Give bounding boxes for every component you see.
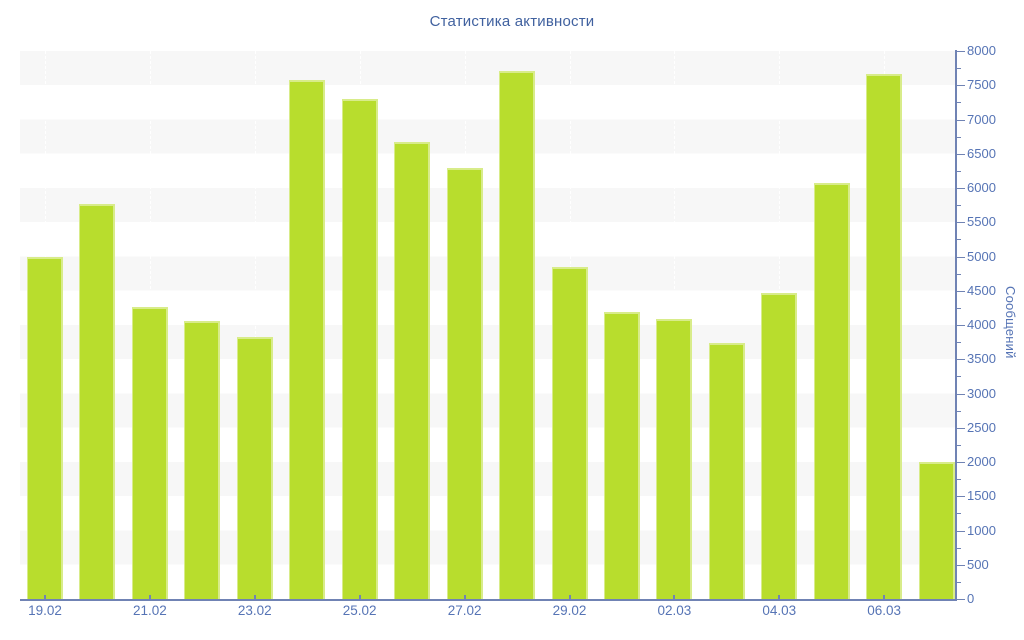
y-axis-minor-tick: [956, 376, 961, 377]
y-axis-major-tick: [956, 222, 965, 223]
y-axis-label: 3500: [967, 351, 996, 366]
x-axis-label: 27.02: [447, 603, 482, 618]
x-axis-tick: [883, 595, 886, 601]
y-axis-minor-tick: [956, 479, 961, 480]
x-axis-label: 29.02: [552, 603, 587, 618]
y-axis-major-tick: [956, 85, 965, 86]
chart-bar: [708, 343, 745, 599]
chart-bar: [184, 320, 221, 599]
y-axis-label: 7500: [967, 77, 996, 92]
y-axis-minor-tick: [956, 411, 961, 412]
chart-bar: [236, 336, 273, 599]
y-axis-major-tick: [956, 291, 965, 292]
chart-bar: [656, 318, 693, 599]
chart-bar: [499, 70, 536, 599]
y-axis-major-tick: [956, 565, 965, 566]
chart-bar: [289, 80, 326, 599]
y-axis-minor-tick: [956, 548, 961, 549]
y-axis-major-tick: [956, 394, 965, 395]
y-axis-major-tick: [956, 599, 965, 600]
y-axis-minor-tick: [956, 68, 961, 69]
y-axis-major-tick: [956, 462, 965, 463]
y-axis-minor-tick: [956, 205, 961, 206]
y-axis-label: 4000: [967, 317, 996, 332]
y-axis-label: 5500: [967, 214, 996, 229]
y-axis-label: 4500: [967, 283, 996, 298]
y-axis-minor-tick: [956, 308, 961, 309]
chart-bar: [761, 292, 798, 599]
y-axis-label: 500: [967, 557, 989, 572]
x-axis-label: 04.03: [762, 603, 797, 618]
y-axis-minor-tick: [956, 274, 961, 275]
chart-title: Статистика активности: [429, 13, 595, 30]
x-axis-tick: [463, 595, 466, 601]
x-axis-label: 02.03: [657, 603, 692, 618]
x-axis-line: [20, 599, 957, 601]
y-axis-major-tick: [956, 154, 965, 155]
y-axis-label: 1000: [967, 523, 996, 538]
y-axis-minor-tick: [956, 239, 961, 240]
y-axis-minor-tick: [956, 171, 961, 172]
y-axis-label: 8000: [967, 43, 996, 58]
y-axis-minor-tick: [956, 445, 961, 446]
y-axis-minor-tick: [956, 342, 961, 343]
x-axis-label: 25.02: [342, 603, 377, 618]
y-axis-label: 2500: [967, 420, 996, 435]
y-axis-label: 5000: [967, 249, 996, 264]
y-axis-major-tick: [956, 531, 965, 532]
y-axis-label: 0: [967, 591, 975, 606]
x-axis-label: 06.03: [867, 603, 902, 618]
y-axis-label: 6500: [967, 146, 996, 161]
y-axis-minor-tick: [956, 137, 961, 138]
chart-bar: [813, 182, 850, 599]
chart-bar: [394, 142, 431, 599]
vertical-gridline: [254, 51, 256, 599]
x-axis-tick: [778, 595, 781, 601]
x-axis-tick: [358, 595, 361, 601]
y-axis-major-tick: [956, 359, 965, 360]
chart-bar: [446, 168, 483, 599]
y-axis-label: 6000: [967, 180, 996, 195]
chart-bar: [131, 306, 168, 599]
y-axis-label: 7000: [967, 112, 996, 127]
y-axis-major-tick: [956, 51, 965, 52]
y-axis-major-tick: [956, 120, 965, 121]
x-axis-label: 23.02: [237, 603, 272, 618]
x-axis-tick: [673, 595, 676, 601]
x-axis-label: 19.02: [28, 603, 62, 618]
y-axis-major-tick: [956, 496, 965, 497]
chart-bar: [866, 73, 903, 599]
y-axis-title: Сообщений: [1003, 286, 1018, 359]
chart-bar: [341, 98, 378, 599]
x-axis-label: 21.02: [132, 603, 167, 618]
y-axis-label: 1500: [967, 488, 996, 503]
y-axis-major-tick: [956, 188, 965, 189]
y-axis-minor-tick: [956, 513, 961, 514]
x-axis-tick: [44, 595, 46, 601]
y-axis-major-tick: [956, 325, 965, 326]
chart-bar: [918, 462, 955, 599]
y-axis-minor-tick: [956, 582, 961, 583]
y-axis-major-tick: [956, 257, 965, 258]
plot-area: [20, 51, 956, 599]
x-axis-tick: [568, 595, 571, 601]
y-axis-major-tick: [956, 428, 965, 429]
y-axis-minor-tick: [956, 102, 961, 103]
x-axis-tick: [148, 595, 151, 601]
chart-bar: [603, 311, 640, 599]
chart-bar: [79, 204, 116, 599]
y-axis-label: 3000: [967, 386, 996, 401]
chart-bar: [27, 256, 63, 599]
y-axis-label: 2000: [967, 454, 996, 469]
x-axis-tick: [253, 595, 256, 601]
chart-bar: [551, 267, 588, 599]
